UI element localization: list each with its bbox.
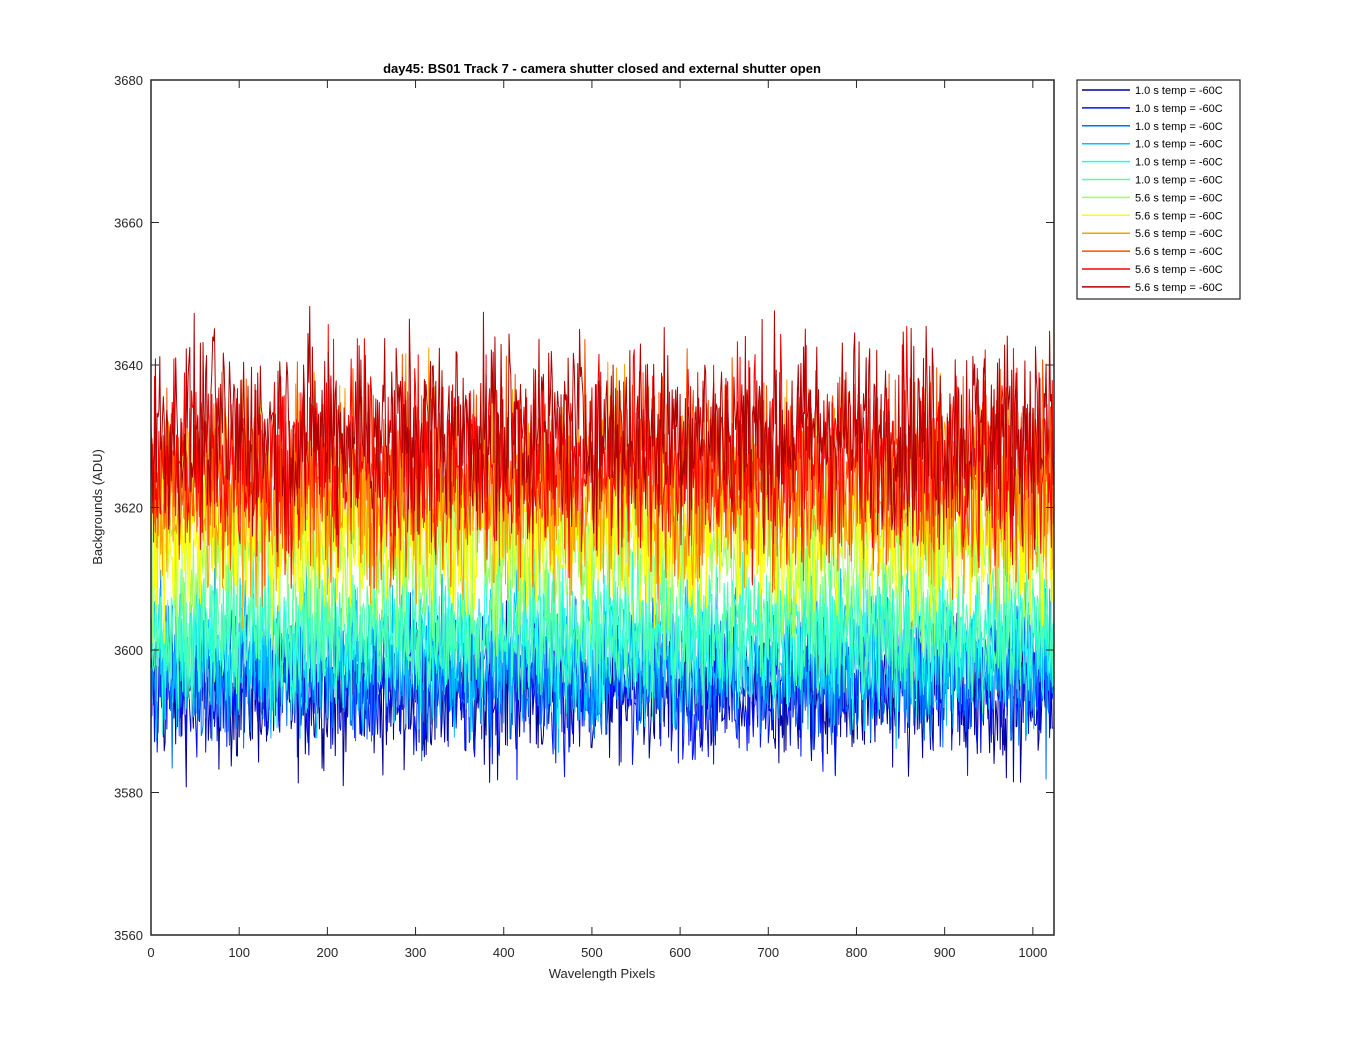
series-line-12 [151, 306, 1054, 554]
axes-frame [150, 79, 1055, 936]
y-tick-label: 3620 [114, 501, 143, 516]
legend-entry-label: 1.0 s temp = -60C [1135, 103, 1223, 115]
x-tick-label: 900 [934, 945, 956, 960]
legend-entry-label: 1.0 s temp = -60C [1135, 157, 1223, 169]
series-group [151, 306, 1054, 788]
x-tick-label: 1000 [1018, 945, 1047, 960]
legend-entry-label: 5.6 s temp = -60C [1135, 228, 1223, 240]
y-axis-label: Backgrounds (ADU) [90, 449, 105, 565]
legend: 1.0 s temp = -60C 1.0 s temp = -60C 1.0 s … [1076, 79, 1241, 300]
y-tick-label: 3680 [114, 73, 143, 88]
x-tick-label: 600 [669, 945, 691, 960]
chart-title: day45: BS01 Track 7 - camera shutter clo… [383, 61, 821, 76]
series-line-6 [151, 530, 1054, 725]
y-tick-label: 3600 [114, 643, 143, 658]
y-tick-label: 3660 [114, 216, 143, 231]
x-tick-label: 400 [493, 945, 515, 960]
x-tick-label: 500 [581, 945, 603, 960]
x-tick-label: 300 [405, 945, 427, 960]
y-tick-label: 3560 [114, 928, 143, 943]
legend-entry-label: 5.6 s temp = -60C [1135, 264, 1223, 276]
legend-entry-label: 1.0 s temp = -60C [1135, 175, 1223, 187]
x-tick-label: 200 [317, 945, 339, 960]
legend-entry-label: 5.6 s temp = -60C [1135, 210, 1223, 222]
legend-entry-label: 5.6 s temp = -60C [1135, 282, 1223, 294]
y-tick-label: 3580 [114, 786, 143, 801]
x-tick-label: 0 [147, 945, 154, 960]
x-axis-label: Wavelength Pixels [549, 966, 656, 981]
legend-entry-label: 1.0 s temp = -60C [1135, 121, 1223, 133]
x-tick-label: 700 [757, 945, 779, 960]
tick-group: 0 100 200 300 400 500 600 700 800 900 1000 3560 3580… [114, 73, 1054, 960]
legend-entry-label: 1.0 s temp = -60C [1135, 139, 1223, 151]
legend-entry-label: 1.0 s temp = -60C [1135, 85, 1223, 97]
y-tick-label: 3640 [114, 358, 143, 373]
series-line-5 [151, 538, 1054, 735]
legend-entry-label: 5.6 s temp = -60C [1135, 246, 1223, 258]
x-tick-label: 100 [228, 945, 250, 960]
x-tick-label: 800 [846, 945, 868, 960]
legend-box [1076, 79, 1241, 300]
legend-entry-label: 5.6 s temp = -60C [1135, 192, 1223, 204]
